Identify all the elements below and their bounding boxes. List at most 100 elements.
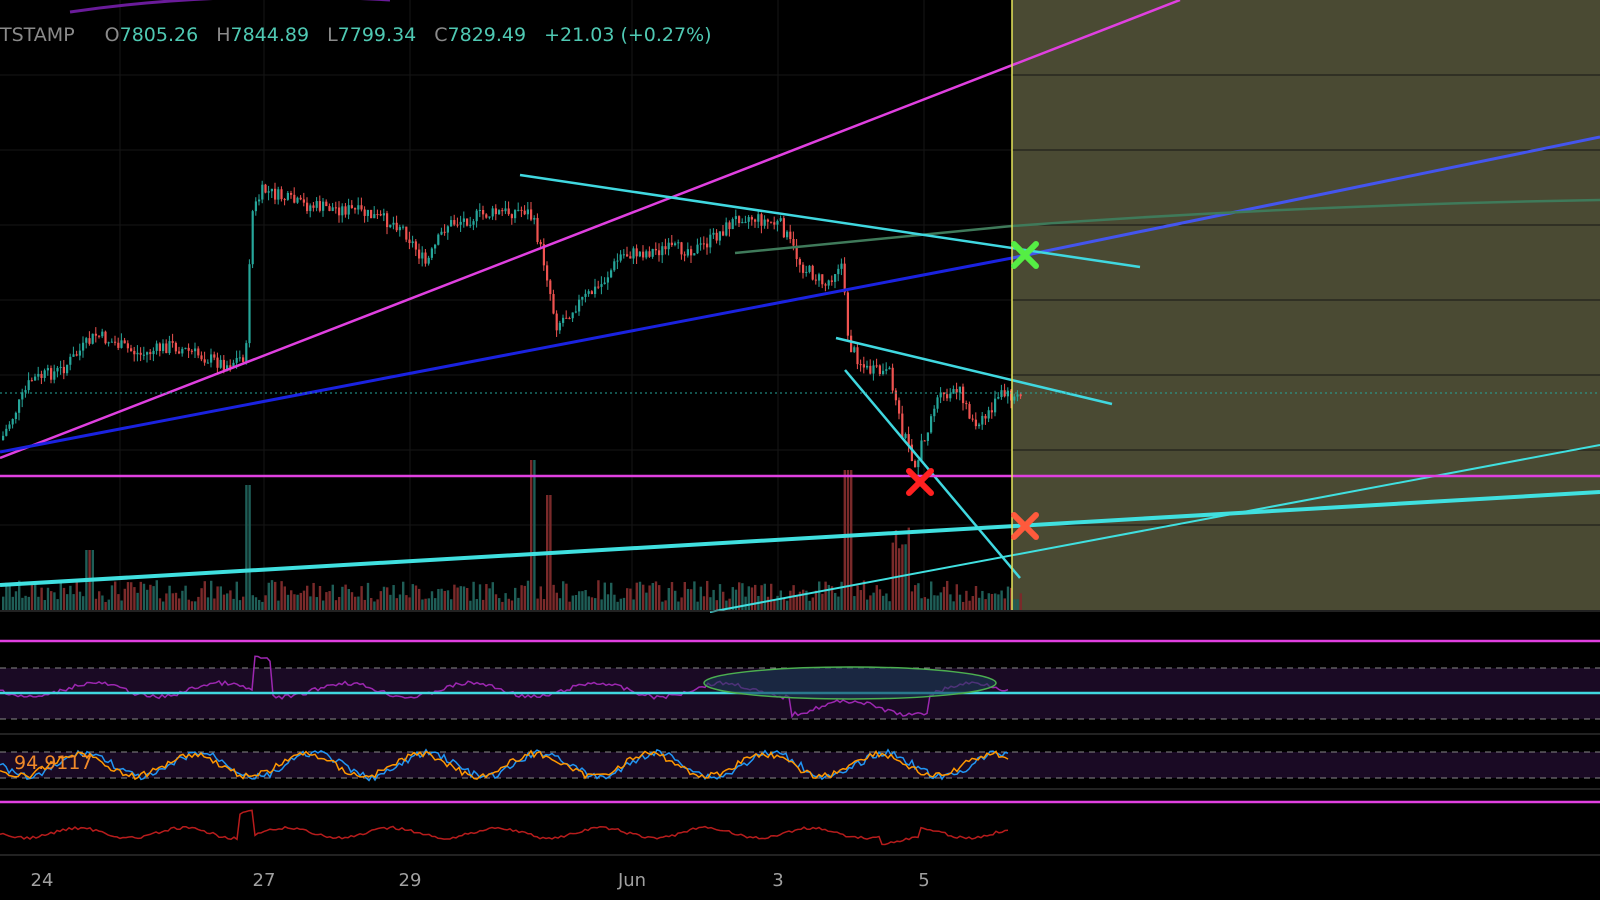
volume-bar bbox=[936, 595, 939, 610]
candle-body bbox=[267, 191, 270, 193]
candle-body bbox=[814, 279, 817, 281]
volume-bar bbox=[891, 542, 894, 610]
volume-bar bbox=[270, 580, 274, 610]
volume-bar bbox=[222, 594, 226, 610]
volume-bar bbox=[530, 460, 533, 610]
volume-bar bbox=[34, 581, 37, 610]
volume-bar bbox=[597, 580, 600, 610]
volume-bar bbox=[766, 596, 770, 610]
volume-bar bbox=[238, 600, 242, 610]
blue-rising-trendline[interactable] bbox=[0, 256, 1013, 454]
cyan-support-trendline[interactable] bbox=[0, 490, 1600, 587]
candle-body bbox=[485, 214, 488, 218]
volume-bar bbox=[696, 601, 699, 610]
candle-body bbox=[2, 435, 5, 440]
candle-body bbox=[648, 251, 651, 257]
candle-body bbox=[910, 444, 913, 462]
volume-bar bbox=[693, 581, 696, 610]
candle-body bbox=[296, 197, 299, 203]
candle-body bbox=[34, 376, 37, 381]
x-tick-label: 5 bbox=[918, 870, 930, 891]
cyan-thin-rising-trendline[interactable] bbox=[709, 444, 1600, 613]
candle-body bbox=[978, 424, 981, 427]
volume-bar bbox=[878, 589, 882, 610]
cyan-descending-trendline-upper[interactable] bbox=[519, 173, 1141, 269]
volume-bar bbox=[315, 597, 318, 610]
volume-bar bbox=[149, 584, 152, 610]
low-readout: L7799.34 bbox=[327, 24, 417, 46]
candle-body bbox=[830, 280, 833, 282]
trend-drawings[interactable] bbox=[0, 0, 1600, 613]
rsi-pane[interactable] bbox=[0, 639, 1600, 720]
volume-bar bbox=[648, 585, 651, 610]
volume-bar bbox=[856, 585, 859, 610]
volume-bar bbox=[846, 470, 850, 610]
volume-bar bbox=[581, 591, 584, 610]
x-tick-label: 29 bbox=[398, 870, 422, 891]
volume-bar bbox=[830, 586, 834, 610]
candle-body bbox=[114, 341, 117, 343]
candle-body bbox=[936, 397, 939, 409]
volume-bar bbox=[501, 601, 504, 610]
volume-bar bbox=[920, 598, 923, 610]
bottom-oscillator-pane[interactable] bbox=[0, 800, 1600, 846]
volume-bar bbox=[350, 592, 354, 610]
candle-body bbox=[971, 418, 974, 420]
candle-body bbox=[955, 389, 958, 393]
candle-body bbox=[62, 366, 65, 374]
candle-body bbox=[677, 242, 680, 244]
volume-bar bbox=[869, 595, 872, 610]
candle-body bbox=[674, 243, 677, 246]
candle-body bbox=[533, 217, 536, 220]
volume-bar bbox=[488, 588, 491, 610]
candle-body bbox=[494, 208, 497, 215]
candle-body bbox=[386, 213, 389, 228]
candle-body bbox=[488, 216, 491, 218]
candle-body bbox=[280, 189, 283, 200]
volume-bar bbox=[798, 591, 802, 610]
candle-body bbox=[418, 249, 421, 259]
candle-body bbox=[562, 317, 565, 323]
candle-body bbox=[520, 209, 523, 211]
volume-bar bbox=[507, 598, 510, 610]
volume-bar bbox=[821, 593, 824, 610]
volume-bar bbox=[123, 588, 126, 610]
candle-body bbox=[1013, 396, 1016, 401]
candle-body bbox=[469, 224, 472, 226]
volume-bar bbox=[472, 581, 475, 610]
volume-bar bbox=[290, 590, 293, 610]
volume-bar bbox=[75, 580, 78, 610]
candle-body bbox=[130, 348, 133, 351]
magenta-rising-trendline[interactable] bbox=[0, 0, 1181, 460]
volume-bar bbox=[142, 583, 146, 610]
volume-bar bbox=[56, 599, 59, 610]
candle-body bbox=[878, 365, 881, 375]
cyan-steep-down-trendline[interactable] bbox=[844, 369, 1021, 579]
candle-body bbox=[949, 393, 952, 399]
volume-bar bbox=[360, 586, 363, 610]
candle-body bbox=[805, 271, 808, 273]
volume-bar bbox=[1000, 590, 1003, 610]
candle-body bbox=[424, 252, 427, 264]
candle-body bbox=[757, 214, 760, 222]
candle-body bbox=[968, 404, 971, 419]
volume-bar bbox=[782, 598, 786, 610]
candle-body bbox=[325, 201, 328, 207]
candle-body bbox=[552, 294, 555, 314]
volume-bar bbox=[939, 592, 942, 610]
blue-rising-trendline-extension[interactable] bbox=[1011, 135, 1600, 260]
candle-body bbox=[722, 231, 725, 236]
candle-body bbox=[491, 208, 494, 217]
candle-body bbox=[539, 241, 542, 245]
candle-body bbox=[776, 220, 779, 225]
volume-bar bbox=[629, 588, 632, 610]
stoch-d-line bbox=[0, 749, 1009, 781]
volume-bar bbox=[987, 593, 990, 610]
candle-body bbox=[859, 364, 862, 366]
stoch-pane[interactable] bbox=[0, 748, 1600, 782]
volume-bar bbox=[949, 594, 952, 610]
volume-bar bbox=[382, 586, 386, 610]
volume-bar bbox=[146, 589, 149, 610]
